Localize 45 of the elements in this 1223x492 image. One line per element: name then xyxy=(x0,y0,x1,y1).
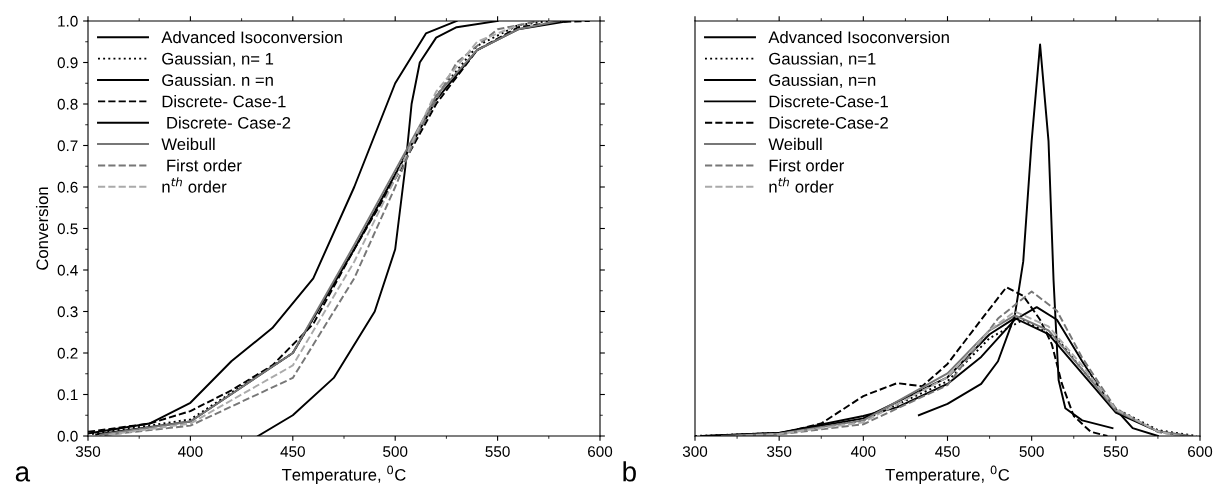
y-axis-title: Conversion xyxy=(35,187,49,270)
x-tick-label: 300 xyxy=(682,446,708,457)
x-tick-label: 550 xyxy=(1103,446,1128,457)
legend-label: Advanced Isoconversion xyxy=(768,31,949,44)
x-tick-label: 400 xyxy=(850,446,876,457)
legend-label: n$^{th}$ order xyxy=(769,177,834,193)
legend-label: Weibull xyxy=(161,137,215,151)
x-tick-label: 500 xyxy=(383,446,408,457)
legend-label: First order xyxy=(769,159,844,172)
x-tick-label: 550 xyxy=(485,446,510,457)
x-axis-title: Temperature, $^{0}$C xyxy=(885,465,1010,485)
legend-label: Discrete- Case-1 xyxy=(162,95,286,108)
x-tick-label: 350 xyxy=(767,446,792,457)
x-tick-label: 600 xyxy=(588,446,613,457)
y-tick-label: 0.8 xyxy=(57,98,78,110)
y-tick-label: 0.2 xyxy=(57,347,78,359)
legend-label: Gaussian. n =n xyxy=(162,73,273,86)
x-axis-title: Temperature, $^{0}$C xyxy=(281,465,406,485)
legend-label: First order xyxy=(167,159,242,172)
text: a xyxy=(15,466,31,482)
legend-label: Gaussian, n= 1 xyxy=(162,52,274,67)
y-tick-label: 0.0 xyxy=(57,430,78,442)
text: b xyxy=(623,461,636,482)
y-tick-label: 1.0 xyxy=(58,15,78,27)
x-tick-label: 450 xyxy=(935,446,960,457)
legend-label: Gaussian, n=1 xyxy=(769,52,876,67)
legend-label: Discrete- Case-2 xyxy=(167,116,291,129)
legend-label: Advanced Isoconversion xyxy=(161,31,342,44)
y-tick-label: 0.3 xyxy=(57,306,78,318)
y-tick-label: 0.4 xyxy=(57,264,78,276)
x-tick-label: 450 xyxy=(280,446,305,457)
legend-label: n$^{th}$ order xyxy=(162,177,227,193)
legend-label: Gaussian, n=n xyxy=(769,73,876,88)
y-tick-label: 0.7 xyxy=(57,140,78,152)
y-tick-label: 0.6 xyxy=(57,181,78,193)
legend-label: Discrete-Case-1 xyxy=(769,95,888,108)
x-tick-label: 350 xyxy=(75,446,101,457)
x-tick-label: 400 xyxy=(178,446,203,457)
x-tick-label: 500 xyxy=(1019,446,1044,457)
legend-label: Weibull xyxy=(768,137,822,151)
y-tick-label: 0.5 xyxy=(57,223,78,235)
x-tick-label: 600 xyxy=(1188,446,1213,457)
y-tick-label: 0.9 xyxy=(57,57,78,69)
legend-label: Discrete-Case-2 xyxy=(769,116,888,129)
y-tick-label: 0.1 xyxy=(57,389,78,401)
